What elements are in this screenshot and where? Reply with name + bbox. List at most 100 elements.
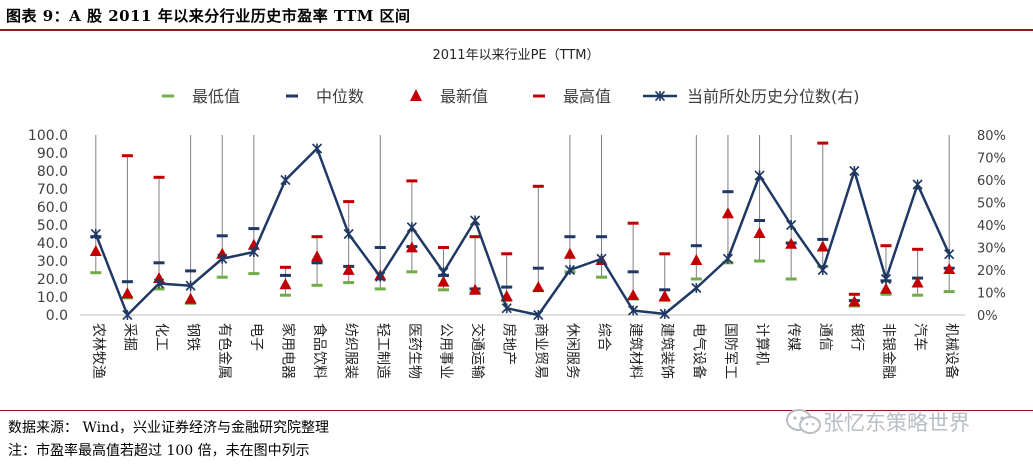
latest-marker [532,281,545,292]
legend-label: 最低值 [192,87,240,106]
category-label: 家用电器 [279,323,296,379]
percentile-marker [122,309,133,321]
latest-marker [311,250,324,262]
percentile-marker [438,267,449,278]
percentile-marker [311,143,323,154]
category-label: 有色金属 [216,323,233,379]
max-marker [880,244,892,248]
max-marker [437,246,449,249]
min-marker [343,281,355,285]
category-label: 商业贸易 [532,323,548,379]
min-marker [880,292,892,296]
category-label: 农林牧渔 [90,323,106,379]
percentile-marker [691,282,702,294]
percentile-series [90,143,955,321]
y-left-tick-label: 0.0 [46,308,68,324]
max-marker [659,252,671,256]
category-label: 机械设备 [943,323,960,379]
median-marker [690,244,702,248]
percentile-marker [501,303,512,314]
legend-item: 中位数 [286,87,364,106]
legend-swatch-max [533,94,545,98]
median-marker [374,246,386,249]
category-label: 交通运输 [469,323,486,379]
legend-item: 最低值 [162,87,240,106]
y-right-tick-label: 20% [977,264,1006,279]
legend-label: 最高值 [563,87,611,106]
y-right-tick-label: 80% [977,129,1006,144]
latest-marker [943,263,956,274]
min-marker [785,277,797,281]
latest-marker [848,295,861,307]
median-marker [279,273,291,277]
median-marker [501,285,513,289]
max-marker [121,154,133,158]
latest-marker [753,227,766,238]
category-label: 电子 [248,323,264,351]
median-marker [659,288,671,292]
percentile-marker [849,165,860,177]
category-label: 公用事业 [437,323,453,379]
percentile-marker [406,222,417,233]
legend-item: 最新值 [410,87,488,106]
max-marker [311,235,323,239]
median-marker [754,219,766,222]
latest-marker [437,275,450,287]
median-marker [564,235,576,239]
latest-marker [911,276,924,288]
figure-title: 图表 9：A 股 2011 年以来分行业历史市盈率 TTM 区间 [6,7,411,25]
percentile-marker [153,278,165,289]
category-label: 采掘 [121,323,137,351]
percentile-marker [817,264,828,276]
max-marker [912,247,924,251]
percentile-marker [912,179,923,190]
min-marker [279,293,291,297]
axes: 0.0 10.0 20.0 30.0 40.0 50.0 60.0 70.0 80.0 90.0 1… [28,128,1006,324]
latest-marker [563,247,576,259]
category-label: 医药生物 [406,323,422,379]
median-marker [153,261,165,265]
category-label: 银行 [848,323,864,351]
min-marker [912,293,924,297]
legend-item: 当前所处历史分位数(右) [643,87,860,106]
latest-marker [279,278,292,290]
max-marker [153,175,165,179]
category-label: 食品饮料 [311,323,328,379]
median-marker [722,190,734,194]
y-left-tick-label: 90.0 [37,146,68,162]
median-marker [627,270,639,274]
watermark-text: 张忆东策略世界 [823,411,970,435]
percentile-marker [533,309,544,321]
y-right-tick-label: 10% [977,287,1006,302]
latest-marker [785,237,798,249]
category-label: 综合 [596,323,612,351]
y-left-tick-label: 40.0 [37,236,68,252]
range-lines [95,135,950,306]
category-label: 纺织服装 [343,323,359,379]
category-label: 建筑装饰 [659,323,675,379]
max-marker [279,265,291,269]
note-text: 注：市盈率最高值若超过 100 倍，未在图中列示 [8,443,310,459]
category-label: 通信 [817,323,833,351]
min-marker [406,270,418,274]
legend-label: 当前所处历史分位数(右) [687,87,860,106]
percentile-marker [722,253,734,264]
median-marker [248,227,260,231]
min-marker [248,272,260,276]
category-label: 房地产 [501,323,517,365]
category-label: 传媒 [785,323,801,351]
latest-marker [184,292,197,304]
min-marker [374,287,386,291]
bottom-rule [0,410,1033,411]
legend-swatch-star [654,90,666,102]
percentile-marker [90,228,101,240]
percentile-marker [659,308,670,319]
median-marker [311,261,323,265]
max-marker [469,235,481,239]
percentile-marker [375,271,386,282]
y-right-tick-label: 40% [977,219,1006,234]
percentile-line [94,147,951,317]
latest-marker [816,240,829,252]
legend-label: 最新值 [440,87,488,106]
category-label: 非银金融 [880,323,896,379]
